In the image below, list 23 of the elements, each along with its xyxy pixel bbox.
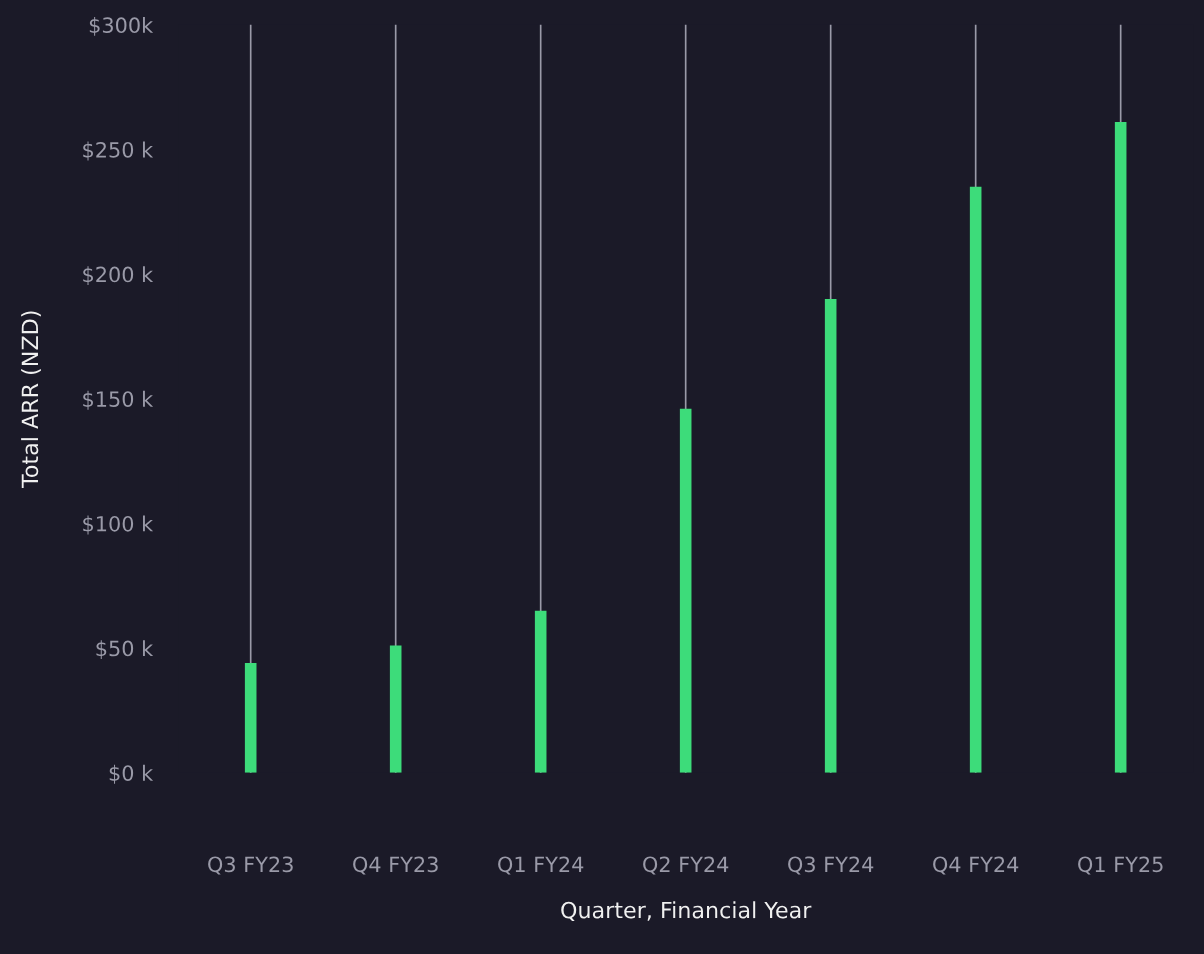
y-axis-title: Total ARR (NZD) — [21, 311, 41, 489]
bar — [389, 645, 402, 773]
y-tick-label: $250 k — [83, 141, 154, 161]
bar — [824, 299, 837, 773]
x-tick-label: Q4 FY24 — [933, 856, 1019, 875]
x-tick-label: Q1 FY24 — [498, 856, 584, 875]
y-tick-label: $150 k — [83, 390, 154, 410]
bar — [1114, 122, 1127, 773]
x-tick-label: Q3 FY23 — [208, 856, 293, 875]
x-tick-label: Q1 FY25 — [1078, 856, 1163, 875]
bar — [969, 186, 982, 773]
bar — [679, 408, 692, 773]
y-tick-label: $300k — [89, 16, 154, 36]
x-axis-title: Quarter, Financial Year — [561, 901, 812, 921]
x-tick-label: Q2 FY24 — [643, 856, 729, 875]
y-tick-label: $0 k — [109, 764, 154, 784]
y-tick-label: $50 k — [96, 640, 154, 660]
x-tick-label: Q4 FY23 — [353, 856, 438, 875]
bar — [534, 610, 547, 773]
y-tick-label: $100 k — [83, 515, 154, 535]
y-tick-label: $200 k — [83, 266, 154, 286]
x-tick-label: Q3 FY24 — [788, 856, 874, 875]
bar — [244, 663, 257, 773]
